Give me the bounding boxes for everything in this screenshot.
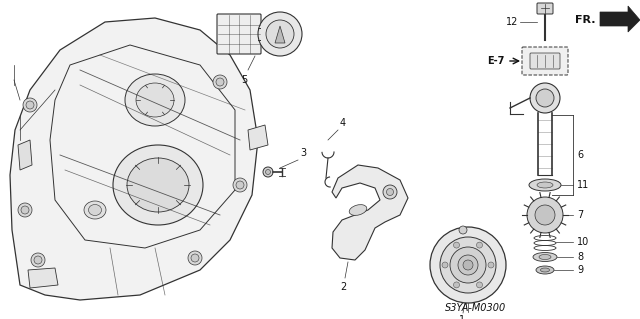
Text: 4: 4 bbox=[340, 118, 346, 128]
Circle shape bbox=[188, 251, 202, 265]
Circle shape bbox=[387, 189, 394, 196]
Polygon shape bbox=[248, 125, 268, 150]
Text: FR.: FR. bbox=[575, 15, 596, 25]
Circle shape bbox=[21, 206, 29, 214]
Circle shape bbox=[488, 262, 494, 268]
Circle shape bbox=[18, 203, 32, 217]
Ellipse shape bbox=[125, 74, 185, 126]
Ellipse shape bbox=[529, 179, 561, 191]
Circle shape bbox=[450, 247, 486, 283]
Circle shape bbox=[430, 227, 506, 303]
Ellipse shape bbox=[541, 268, 550, 272]
Circle shape bbox=[527, 197, 563, 233]
FancyBboxPatch shape bbox=[537, 3, 553, 14]
Circle shape bbox=[535, 205, 555, 225]
Ellipse shape bbox=[533, 253, 557, 262]
Text: 8: 8 bbox=[577, 252, 583, 262]
Circle shape bbox=[213, 75, 227, 89]
Circle shape bbox=[477, 282, 483, 288]
Circle shape bbox=[34, 256, 42, 264]
Ellipse shape bbox=[536, 266, 554, 274]
Polygon shape bbox=[332, 165, 408, 260]
Circle shape bbox=[463, 260, 473, 270]
Text: S3YA-M0300: S3YA-M0300 bbox=[445, 303, 506, 313]
Circle shape bbox=[233, 178, 247, 192]
Ellipse shape bbox=[88, 204, 102, 216]
Circle shape bbox=[31, 253, 45, 267]
FancyBboxPatch shape bbox=[217, 14, 261, 54]
Text: 5: 5 bbox=[241, 75, 247, 85]
Text: 10: 10 bbox=[577, 237, 589, 247]
Ellipse shape bbox=[113, 145, 203, 225]
Text: 7: 7 bbox=[577, 210, 583, 220]
Ellipse shape bbox=[127, 158, 189, 212]
Circle shape bbox=[266, 20, 294, 48]
Text: 9: 9 bbox=[577, 265, 583, 275]
Text: 3: 3 bbox=[300, 148, 306, 158]
Ellipse shape bbox=[349, 204, 367, 215]
Circle shape bbox=[191, 254, 199, 262]
Polygon shape bbox=[18, 140, 32, 170]
Ellipse shape bbox=[537, 182, 553, 188]
Polygon shape bbox=[275, 26, 285, 43]
Circle shape bbox=[263, 167, 273, 177]
Circle shape bbox=[383, 185, 397, 199]
Polygon shape bbox=[10, 18, 258, 300]
Circle shape bbox=[477, 242, 483, 248]
Circle shape bbox=[536, 89, 554, 107]
Circle shape bbox=[530, 83, 560, 113]
Ellipse shape bbox=[136, 83, 174, 117]
Text: E-7: E-7 bbox=[488, 56, 505, 66]
Ellipse shape bbox=[84, 201, 106, 219]
Polygon shape bbox=[28, 268, 58, 288]
FancyBboxPatch shape bbox=[530, 53, 560, 69]
Circle shape bbox=[26, 101, 34, 109]
Circle shape bbox=[454, 242, 460, 248]
Circle shape bbox=[236, 181, 244, 189]
Circle shape bbox=[458, 255, 478, 275]
Text: 6: 6 bbox=[577, 150, 583, 160]
Circle shape bbox=[216, 78, 224, 86]
Text: 2: 2 bbox=[340, 282, 346, 292]
Circle shape bbox=[258, 12, 302, 56]
Circle shape bbox=[440, 237, 496, 293]
Text: 11: 11 bbox=[577, 180, 589, 190]
Text: 12: 12 bbox=[506, 17, 518, 27]
Circle shape bbox=[266, 169, 271, 174]
Circle shape bbox=[23, 98, 37, 112]
Circle shape bbox=[459, 226, 467, 234]
Text: 1: 1 bbox=[459, 315, 465, 319]
FancyBboxPatch shape bbox=[522, 47, 568, 75]
Polygon shape bbox=[600, 6, 640, 32]
Ellipse shape bbox=[539, 255, 551, 259]
Circle shape bbox=[454, 282, 460, 288]
Circle shape bbox=[442, 262, 448, 268]
